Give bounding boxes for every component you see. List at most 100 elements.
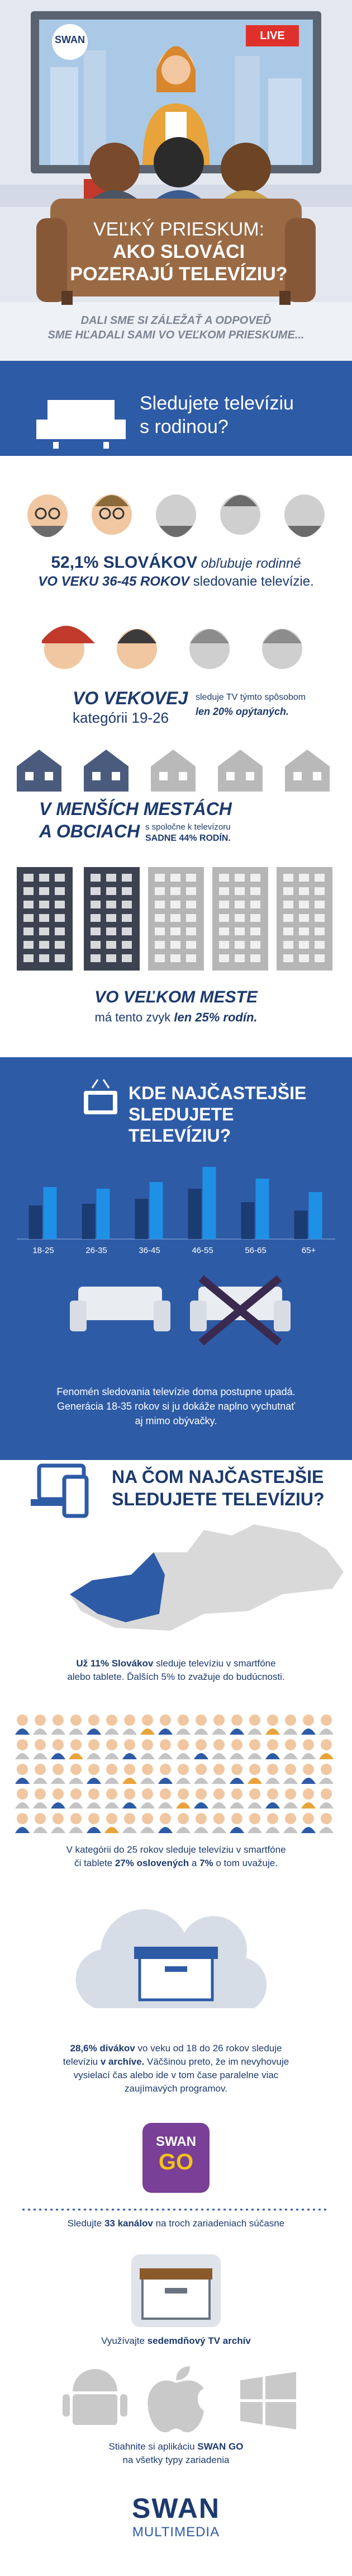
caption-line: aj mimo obývačky. xyxy=(135,1415,217,1426)
person-head xyxy=(213,1788,225,1800)
location-section: 18-25 26-35 36-45 46-55 56-65 65+ xyxy=(0,1057,352,1460)
person-head xyxy=(213,1715,225,1726)
person-head xyxy=(213,1813,225,1824)
person-head xyxy=(196,1715,207,1726)
person-body xyxy=(104,1802,119,1809)
faces-row xyxy=(27,495,325,537)
person-head xyxy=(321,1715,332,1726)
person-body xyxy=(301,1778,316,1784)
bar xyxy=(28,1205,42,1239)
person-head xyxy=(53,1715,64,1726)
bar xyxy=(43,1187,57,1239)
person-body xyxy=(15,1778,30,1784)
person-head xyxy=(124,1739,135,1750)
person-body xyxy=(33,1827,47,1833)
person-head xyxy=(303,1715,314,1726)
person-head xyxy=(231,1788,242,1800)
person-head xyxy=(70,1813,82,1824)
person-body xyxy=(122,1729,137,1735)
family-banner xyxy=(0,361,352,456)
person-head xyxy=(249,1813,260,1824)
young-faces-row xyxy=(42,625,302,669)
person-body xyxy=(230,1729,244,1735)
person-body xyxy=(15,1729,30,1735)
person-body xyxy=(248,1778,262,1784)
person-body xyxy=(230,1778,244,1784)
person-body xyxy=(212,1753,226,1759)
person-body xyxy=(87,1778,101,1784)
bar xyxy=(241,1202,255,1239)
person-body xyxy=(265,1729,280,1735)
person-body xyxy=(319,1778,334,1784)
feature-emphasis: sedemdňový TV archív xyxy=(147,2335,251,2346)
person-head xyxy=(17,1788,28,1800)
person-head xyxy=(124,1764,135,1775)
header-subtitle: DALI SME SI ZÁLEŽAŤ A ODPOVEĎ SME HĽADAL… xyxy=(0,313,352,342)
person-head xyxy=(321,1739,332,1750)
person-body xyxy=(158,1827,173,1833)
person-body xyxy=(283,1729,298,1735)
fact-text: sleduje TV týmto spôsobom xyxy=(196,693,306,702)
windows-icon xyxy=(240,2372,296,2429)
fact-text: vo veku od 18 do 26 rokov sleduje xyxy=(137,2043,282,2054)
people-grid xyxy=(15,1715,334,1833)
person-head xyxy=(321,1813,332,1824)
fact-emphasis: v archíve. xyxy=(100,2056,145,2067)
fact-text: obľubuje rodinné xyxy=(201,556,301,571)
person-body xyxy=(104,1753,119,1759)
person-head xyxy=(35,1715,46,1726)
person-head xyxy=(88,1739,99,1750)
person-body xyxy=(51,1802,65,1809)
apple-icon xyxy=(148,2366,204,2433)
subtitle-line: DALI SME SI ZÁLEŽAŤ A ODPOVEĎ xyxy=(80,314,272,327)
swan-go-feature: Stiahnite si aplikáciu SWAN GO na všetky… xyxy=(0,2440,352,2467)
person-body xyxy=(194,1753,208,1759)
heading-line: s rodinou? xyxy=(140,416,229,437)
feature-text: Stiahnite si aplikáciu xyxy=(108,2441,195,2452)
person-head xyxy=(88,1764,99,1775)
person-body xyxy=(212,1827,226,1833)
person-body xyxy=(301,1729,316,1735)
person-head xyxy=(249,1764,260,1775)
person-head xyxy=(53,1764,64,1775)
feature-emphasis: 33 kanálov xyxy=(104,2218,153,2229)
person-body xyxy=(194,1729,208,1735)
footer-logo: SWAN MULTIMEDIA xyxy=(0,2492,352,2540)
person-body xyxy=(230,1753,244,1759)
feature-text: na troch zariadeniach súčasne xyxy=(155,2218,285,2229)
person-body xyxy=(33,1778,47,1784)
person-body xyxy=(122,1778,137,1784)
person-head xyxy=(88,1813,99,1824)
person-body xyxy=(51,1753,65,1759)
x-tick-label: 56-65 xyxy=(245,1246,266,1255)
person-body xyxy=(87,1827,101,1833)
person-head xyxy=(17,1764,28,1775)
person-body xyxy=(194,1778,208,1784)
person-body xyxy=(319,1753,334,1759)
heading-line: Sledujete televíziu xyxy=(140,393,294,414)
person-body xyxy=(122,1753,137,1759)
person-body xyxy=(283,1802,298,1809)
apartment-blocks xyxy=(17,867,332,971)
person-body xyxy=(319,1802,334,1809)
person-body xyxy=(104,1778,119,1784)
sofa-crossed-icon xyxy=(190,1275,291,1346)
person-head xyxy=(106,1739,117,1750)
logo-text: SWAN xyxy=(156,2134,196,2149)
devices-fact: Už 11% Slovákov sleduje televíziu v smar… xyxy=(0,1657,352,1684)
fact-text: má tento zvyk xyxy=(94,1010,171,1024)
person-head xyxy=(160,1788,171,1800)
person-head xyxy=(178,1764,189,1775)
person-head xyxy=(35,1739,46,1750)
person-head xyxy=(249,1788,260,1800)
person-head xyxy=(196,1739,207,1750)
fact-emphasis: Už 11% Slovákov xyxy=(76,1658,154,1669)
person-head xyxy=(124,1813,135,1824)
person-head xyxy=(196,1813,207,1824)
person-head xyxy=(17,1715,28,1726)
person-body xyxy=(158,1753,173,1759)
logo-text: SWAN xyxy=(132,2493,220,2524)
archive-icon xyxy=(131,2254,221,2327)
person-body xyxy=(158,1778,173,1784)
fact-emphasis: VO VEKU 36-45 ROKOV xyxy=(38,574,189,589)
